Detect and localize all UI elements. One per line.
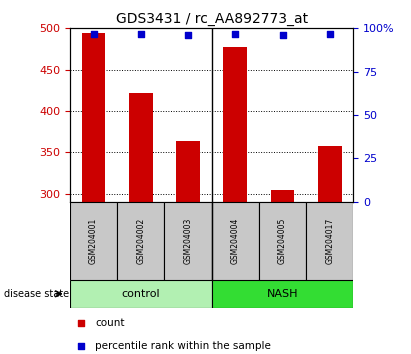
Bar	[82, 33, 105, 202]
Bar	[259, 202, 306, 280]
Bar	[224, 47, 247, 202]
Bar	[271, 190, 294, 202]
Text: percentile rank within the sample: percentile rank within the sample	[95, 341, 271, 351]
Point	[78, 343, 85, 349]
Bar	[306, 202, 353, 280]
Bar	[70, 280, 212, 308]
Point	[185, 33, 192, 38]
Title: GDS3431 / rc_AA892773_at: GDS3431 / rc_AA892773_at	[115, 12, 308, 26]
Point	[137, 31, 144, 36]
Text: NASH: NASH	[267, 289, 298, 299]
Text: disease state: disease state	[4, 289, 69, 299]
Text: GSM204003: GSM204003	[184, 217, 192, 264]
Point	[279, 33, 286, 38]
Bar	[164, 202, 212, 280]
Text: count: count	[95, 318, 125, 328]
Point	[78, 320, 85, 326]
Text: GSM204001: GSM204001	[89, 218, 98, 264]
Bar	[318, 145, 342, 202]
Bar	[212, 280, 353, 308]
Bar	[117, 202, 164, 280]
Text: control: control	[122, 289, 160, 299]
Text: GSM204017: GSM204017	[326, 218, 334, 264]
Bar	[129, 93, 152, 202]
Bar	[212, 202, 259, 280]
Point	[90, 31, 97, 36]
Point	[232, 31, 238, 36]
Bar	[176, 142, 200, 202]
Bar	[70, 202, 117, 280]
Text: GSM204002: GSM204002	[136, 218, 145, 264]
Point	[326, 31, 333, 36]
Text: GSM204004: GSM204004	[231, 217, 240, 264]
Text: GSM204005: GSM204005	[278, 217, 287, 264]
